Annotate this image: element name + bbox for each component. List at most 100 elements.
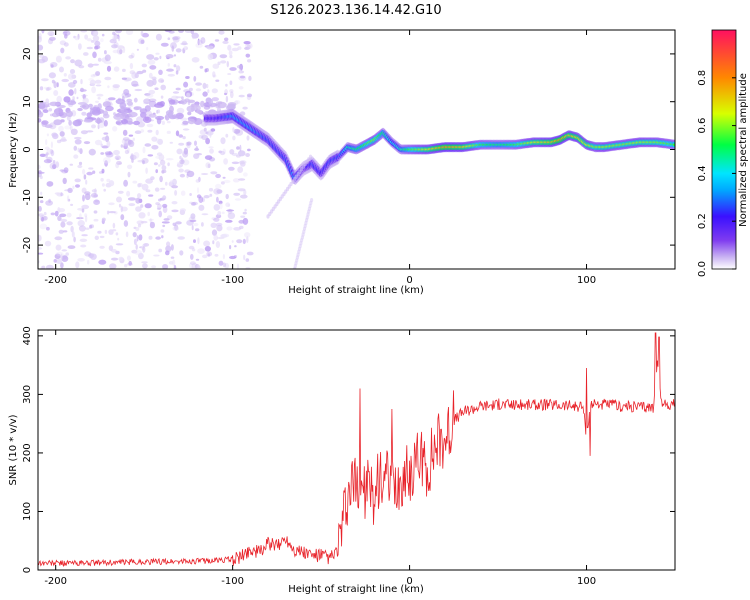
heatmap-cell: [149, 65, 157, 70]
heatmap-cell: [84, 215, 88, 223]
heatmap-cell: [99, 235, 105, 239]
heatmap-cell: [236, 146, 240, 150]
heatmap-cell: [212, 71, 216, 78]
heatmap-cell: [132, 232, 137, 238]
snr-y-axis-label: SNR (10 * v/v): [8, 414, 19, 485]
heatmap-cell: [58, 125, 64, 132]
heatmap-cell: [90, 40, 95, 43]
heatmap-cell: [59, 213, 67, 218]
heatmap-cell: [155, 155, 163, 159]
heatmap-cell: [112, 31, 116, 36]
heatmap-cell: [122, 129, 128, 136]
heatmap-cell: [209, 131, 212, 138]
heatmap-cell: [169, 141, 173, 144]
heatmap-cell: [206, 45, 214, 50]
heatmap-cell: [117, 190, 124, 194]
heatmap-cell: [133, 238, 137, 245]
heatmap-cell: [140, 220, 148, 224]
heatmap-cell: [48, 72, 57, 79]
heatmap-cell: [245, 153, 251, 157]
heatmap-cell: [103, 132, 109, 135]
heatmap-cell: [222, 40, 229, 45]
heatmap-cell: [126, 190, 131, 197]
heatmap-cell: [162, 224, 166, 228]
heatmap-cell: [166, 241, 171, 247]
heatmap-cell: [233, 192, 241, 196]
heatmap-cell: [224, 92, 228, 96]
heatmap-cell: [144, 143, 152, 147]
heatmap-cell: [233, 128, 241, 134]
heatmap-cell: [214, 39, 220, 42]
heatmap-cell: [180, 42, 189, 46]
heatmap-cell: [57, 215, 62, 221]
heatmap-cell: [170, 42, 177, 49]
heatmap-cell: [91, 31, 94, 35]
heatmap-cell: [86, 38, 92, 42]
heatmap-cell: [248, 75, 252, 81]
heatmap-cell: [105, 105, 114, 112]
heatmap-cell: [78, 43, 82, 50]
heatmap-cell: [240, 160, 247, 164]
heatmap-cell: [108, 211, 116, 214]
heatmap-cell: [39, 54, 45, 59]
colorbar-ticks: 0.0 0.2 0.4 0.6 0.8: [697, 70, 736, 277]
heatmap-cell: [216, 224, 223, 232]
heatmap-cell: [80, 244, 87, 248]
heatmap-cell: [172, 36, 179, 41]
heatmap-cell: [210, 171, 218, 175]
heatmap-cell: [190, 253, 194, 260]
heatmap-cell: [91, 124, 96, 129]
heatmap-cell: [158, 164, 161, 167]
heatmap-cell: [62, 230, 68, 233]
heatmap-cell: [125, 95, 128, 99]
heatmap-cell: [60, 262, 64, 269]
heatmap-cell: [195, 228, 200, 232]
heatmap-cell: [86, 171, 93, 176]
heatmap-cell: [208, 98, 214, 105]
heatmap-cell: [60, 47, 65, 54]
heatmap-cell: [308, 154, 313, 159]
heatmap-cell: [54, 210, 59, 217]
heatmap-cell: [144, 203, 152, 209]
heatmap-cell: [246, 251, 254, 256]
heatmap-cell: [89, 224, 94, 229]
heatmap-cell: [164, 30, 172, 33]
heatmap-cell: [242, 106, 248, 110]
heatmap-cell: [46, 181, 54, 187]
heatmap-cell: [225, 95, 229, 103]
heatmap-cell: [54, 236, 63, 241]
heatmap-cell: [215, 241, 221, 248]
heatmap-cell: [228, 166, 235, 171]
heatmap-cell: [106, 140, 111, 148]
heatmap-cell: [202, 91, 208, 97]
heatmap-cell: [157, 138, 164, 145]
heatmap-cell: [120, 109, 129, 114]
heatmap-cell: [59, 169, 65, 172]
heatmap-cell: [45, 152, 49, 156]
heatmap-cell: [138, 234, 143, 241]
heatmap-cell: [55, 244, 62, 251]
heatmap-cell: [148, 218, 154, 221]
heatmap-cell: [145, 178, 154, 184]
heatmap-cell: [196, 194, 202, 199]
heatmap-cell: [195, 105, 201, 111]
heatmap-cell: [111, 257, 119, 261]
heatmap-cell: [89, 79, 96, 86]
heatmap-cell: [88, 148, 96, 156]
heatmap-cell: [49, 36, 56, 41]
heatmap-cell: [155, 202, 160, 206]
heatmap-cell: [72, 96, 75, 101]
heatmap-cell: [88, 253, 94, 259]
heatmap-cell: [186, 105, 195, 113]
heatmap-cell: [161, 221, 170, 224]
heatmap-y-tick-label: -20: [22, 237, 33, 253]
heatmap-cell: [74, 59, 83, 67]
heatmap-cell: [61, 136, 66, 142]
heatmap-cell: [209, 148, 214, 154]
heatmap-cell: [211, 217, 217, 220]
heatmap-cell: [160, 187, 166, 190]
heatmap-cell: [74, 36, 79, 41]
heatmap-cell: [151, 136, 158, 142]
heatmap-cell: [120, 214, 125, 221]
